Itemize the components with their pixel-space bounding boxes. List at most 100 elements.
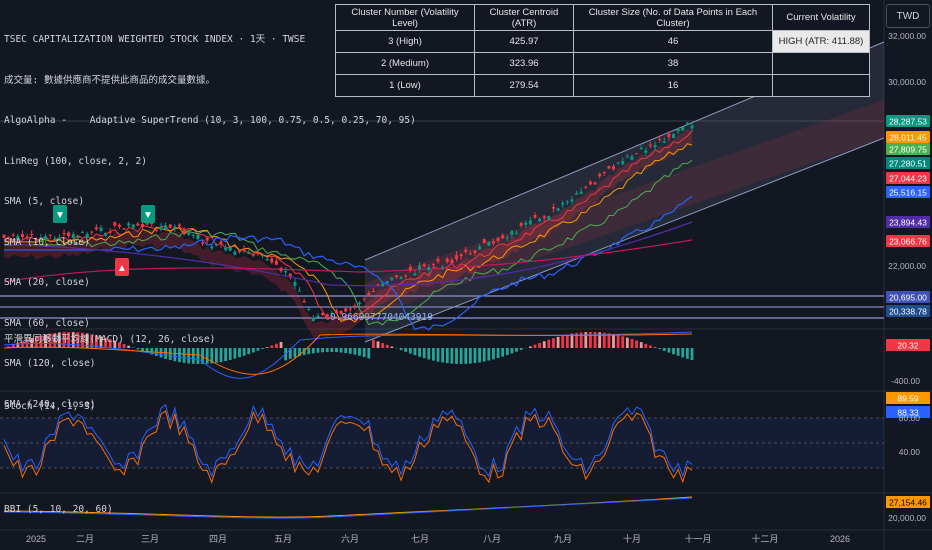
candle-body [67,232,71,237]
macd-histogram-bar [44,334,47,348]
candle-body [44,236,48,241]
macd-histogram-bar [316,348,320,353]
macd-histogram-bar [325,348,329,353]
candle-body [261,255,265,257]
macd-histogram-bar [85,333,89,348]
candle-body [85,233,89,238]
candle-body [575,192,579,195]
macd-histogram-bar [242,348,246,356]
macd-histogram-bar [459,348,463,364]
macd-histogram-bar [335,348,338,353]
candle-body [71,234,75,239]
price-label-bg [886,131,930,143]
candle-body [528,220,532,225]
price-label-bg [886,115,930,127]
macd-histogram-bar [436,348,440,362]
macd-histogram-bar [233,348,237,359]
stoch-k-value-bg [886,392,930,404]
candle-body [445,258,449,262]
candle-body [141,223,145,227]
macd-histogram-bar [635,340,638,348]
candle-body [20,234,24,238]
macd-histogram-bar [113,340,117,348]
candle-body [367,293,371,296]
candle-body [242,248,246,250]
macd-histogram-bar [468,348,472,364]
candle-body [39,237,43,240]
macd-histogram-bar [293,348,297,358]
macd-histogram-bar [238,348,241,358]
candle-body [551,206,555,209]
macd-histogram-bar [602,332,606,348]
macd-histogram-bar [390,346,394,348]
candle-body [164,225,168,229]
indicator-sma20[interactable]: SMA (20, close) [4,277,90,288]
macd-histogram-bar [205,348,209,364]
chart-title: TSEC CAPITALIZATION WEIGHTED STOCK INDEX… [4,34,306,45]
time-axis-tick: 2025 [26,534,46,544]
cluster-header-level: Cluster Number (Volatility Level) [335,4,475,31]
macd-histogram-bar [141,348,144,352]
macd-histogram-bar [7,346,11,348]
indicator-supertrend[interactable]: AlgoAlpha - Adaptive SuperTrend (10, 3, … [4,115,416,126]
stoch-axis-tick: 80.00 [899,413,921,423]
cluster-row-current [772,74,870,97]
candle-body [450,259,454,264]
indicator-sma10[interactable]: SMA (10, close) [4,236,90,248]
candle-body [48,234,52,236]
macd-histogram-bar [215,348,218,363]
bbi-pane-label[interactable]: BBI (5, 10, 20, 60) [4,504,113,515]
macd-histogram-bar [348,348,352,354]
cluster-header-centroid: Cluster Centroid (ATR) [474,4,574,31]
time-axis-tick: 十一月 [684,533,711,544]
macd-histogram-bar [275,343,278,348]
candle-body [127,223,131,226]
indicator-linreg[interactable]: LinReg (100, close, 2, 2) [4,155,147,167]
candle-body [2,234,6,238]
macd-histogram-bar [219,348,223,362]
indicator-sma240[interactable]: SMA (240, close) [4,398,96,410]
candle-body [491,241,495,244]
macd-histogram-bar [593,332,597,348]
macd-histogram-bar [34,336,38,348]
macd-histogram-bar [256,348,260,351]
candle-body [136,223,140,226]
macd-histogram-bar [62,332,66,348]
macd-histogram-bar [621,336,625,348]
candle-body [76,236,80,238]
macd-histogram-bar [150,348,154,355]
macd-histogram-bar [630,339,634,348]
candle-body [524,222,528,225]
macd-histogram-bar [510,348,514,354]
macd-pane-label[interactable]: 平滑異同移動平均線(MACD) (12, 26, close) [4,334,216,345]
candle-body [602,171,606,174]
signal-marker-sell [141,205,155,223]
macd-histogram-bar [556,336,560,348]
candle-body [616,162,620,164]
candle-body [302,300,306,303]
macd-histogram-bar [639,342,643,348]
candle-body [371,291,375,293]
indicator-sma60[interactable]: SMA (60, close) [4,317,90,329]
candle-body [561,202,565,205]
bbi-axis-tick: 20,000.00 [888,513,926,523]
indicator-sma5[interactable]: SMA (5, close) [4,196,85,207]
candle-body [436,258,440,262]
macd-histogram-bar [413,348,417,356]
price-label-bg [886,172,930,184]
cluster-row-size: 38 [573,52,773,75]
candle-body [556,208,560,211]
indicator-sma120[interactable]: SMA (120, close) [4,358,96,369]
bbi-value-label: 27,154.46 [889,498,927,508]
stoch-pane-label[interactable]: Stoch (14, 1, 3) [4,401,96,412]
macd-histogram-bar [450,348,454,364]
macd-histogram-bar [464,348,468,364]
stoch-d-line [3,410,693,484]
cluster-row-centroid: 279.54 [474,74,574,97]
candle-body [607,165,611,169]
macd-histogram-bar [422,348,426,359]
currency-button[interactable]: TWD [886,4,930,28]
candle-body [293,281,297,286]
candle-body [496,237,500,242]
